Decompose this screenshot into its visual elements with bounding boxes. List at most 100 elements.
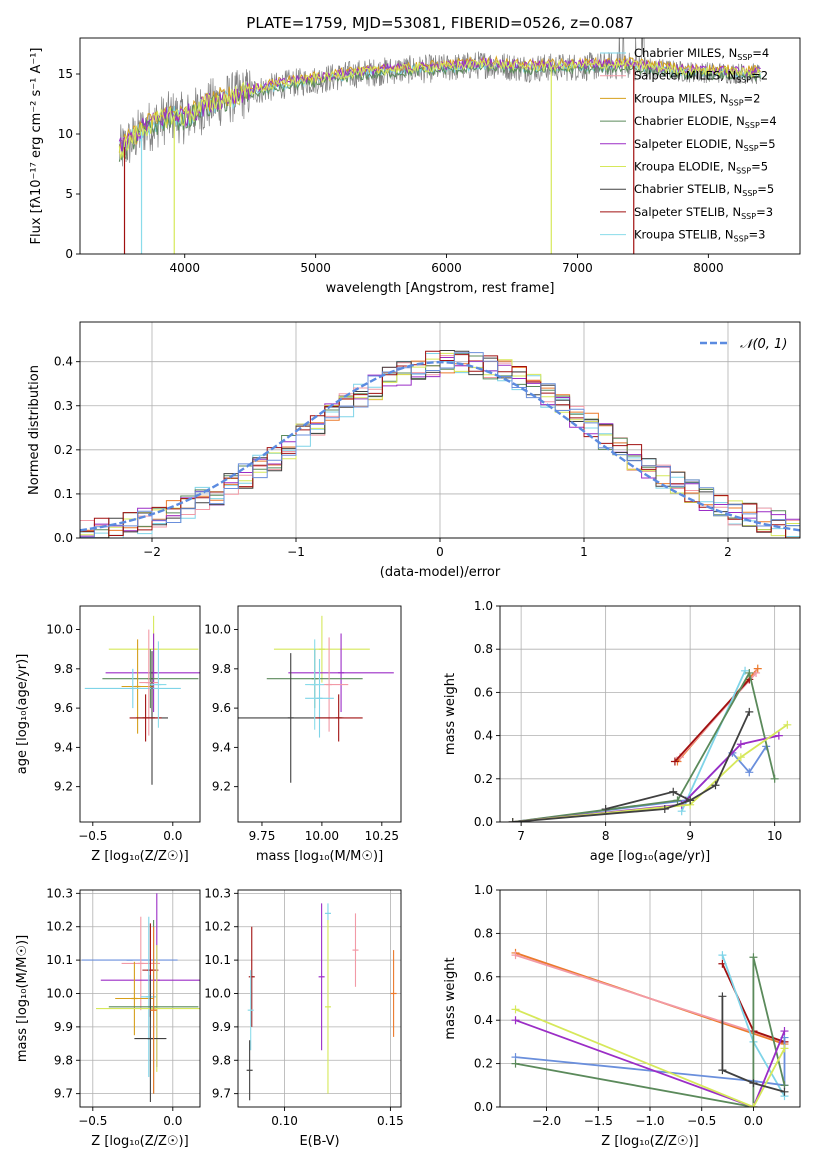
series-marker [774,731,783,740]
x-tick-label: 0.10 [271,1114,298,1128]
x-axis-label: (data-model)/error [380,565,501,580]
x-tick-label: 9 [686,829,694,843]
age-vs-mass-plot-area [238,615,394,783]
legend-entry: 𝒩(0, 1) [740,337,787,352]
x-axis-label: Z [log₁₀(Z/Z☉)] [91,849,188,864]
series-marker [780,1027,789,1036]
y-tick-label: 0.4 [474,1013,493,1027]
residuals-plot-area [80,350,800,538]
y-tick-label: 1.0 [474,599,493,613]
y-tick-label: 9.7 [212,1087,231,1101]
x-axis-label: Z [log₁₀(Z/Z☉)] [91,1134,188,1149]
series-marker [749,1103,758,1107]
y-tick-label: 15 [58,67,73,81]
y-tick-label: 10.2 [204,920,231,934]
y-tick-label: 0.8 [474,926,493,940]
y-tick-label: 0.2 [54,443,73,457]
series-marker [686,796,695,805]
x-tick-label: 7000 [562,261,593,275]
series-marker [669,787,678,796]
legend-entry: Salpeter STELIB, NSSP=3 [634,205,773,221]
x-tick-label: −2.0 [532,1114,561,1128]
axes-frame [237,605,402,823]
legend-entry: Kroupa STELIB, NSSP=3 [634,228,765,244]
x-tick-label: −1.5 [584,1114,613,1128]
legend-entry: Kroupa ELODIE, NSSP=5 [634,160,768,176]
y-tick-label: 9.8 [54,662,73,676]
legend-entry: Chabrier STELIB, NSSP=5 [634,182,774,198]
y-axis-label: Normed distribution [27,365,42,495]
y-tick-label: 0.2 [474,772,493,786]
series-marker [670,757,679,766]
weight-vs-Z-panel: −2.0 −1.5 −1.0 −0.5 0.0 0.0 0.2 0.4 0.6 0.8 1.0 Z [… [443,883,801,1149]
figure-title: PLATE=1759, MJD=53081, FIBERID=0526, z=0… [246,14,633,32]
legend-entry: Chabrier MILES, NSSP=4 [634,46,769,62]
series-marker [745,768,754,777]
series-marker [718,1066,727,1075]
x-tick-label: 2 [724,545,732,559]
y-tick-label: 10.3 [46,886,73,900]
x-axis-label: age [log₁₀(age/yr)] [590,849,711,864]
x-tick-label: 0 [436,545,444,559]
x-tick-label: 10 [767,829,782,843]
mass-vs-ebv-plot-area [246,903,397,1101]
series-line [721,996,785,1093]
x-tick-label: 9.75 [249,829,276,843]
y-tick-label: 10.1 [204,953,231,967]
series-marker [783,720,792,729]
y-tick-label: 9.6 [54,701,73,715]
series-line [680,670,746,812]
x-tick-label: 5000 [300,261,331,275]
x-tick-label: −1 [287,545,305,559]
legend-entry: Salpeter MILES, NSSP=2 [634,69,768,85]
axes-frame [237,889,402,1108]
axes-frame [79,37,801,255]
weight-vs-age-panel: 7 8 9 10 0.0 0.2 0.4 0.6 0.8 1.0 age [log₁₀(age/yr… [443,599,801,864]
x-axis-label: E(B-V) [299,1134,339,1149]
series-marker [673,796,682,805]
x-tick-label: −1.0 [635,1114,664,1128]
x-tick-label: 10.25 [365,829,399,843]
series-line [515,954,785,1043]
x-tick-label: 0.0 [163,829,182,843]
series-marker [511,1005,520,1014]
mass-vs-ebv-panel: 0.10 0.15 9.7 9.8 9.9 10.0 10.1 10.2 10.3 E(B-V) [204,886,403,1149]
y-tick-label: 9.9 [54,1020,73,1034]
series-line [515,957,786,1107]
x-tick-label: 10.00 [305,829,339,843]
y-tick-label: 9.4 [54,740,73,754]
series-marker [770,774,779,783]
series-marker [749,953,758,962]
age-vs-Z-panel: −0.5 0.0 9.2 9.4 9.6 9.8 10.0 Z [log₁₀(Z/Z☉)] ag… [15,605,201,864]
series-marker [601,805,610,814]
series-marker [741,666,750,675]
y-tick-label: 0.3 [54,399,73,413]
x-tick-label: 6000 [431,261,462,275]
y-tick-label: 1.0 [474,883,493,897]
y-tick-label: 10.0 [46,986,73,1000]
normal-curve [80,360,800,532]
y-axis-label: Flux [fλ10⁻¹⁷ erg cm⁻² s⁻¹ A⁻¹] [29,48,44,245]
y-tick-label: 0.6 [474,685,493,699]
series-marker [749,1079,758,1088]
y-tick-label: 9.8 [54,1053,73,1067]
legend-entry: Salpeter ELODIE, NSSP=5 [634,137,776,153]
histogram-series [80,352,800,538]
series-line [674,678,750,763]
mass-vs-Z-plot-area [81,893,200,1102]
model-line [118,61,762,162]
axes-frame [79,605,201,823]
series-marker [753,664,762,673]
series-marker [718,992,727,1001]
y-axis-label: mass weight [443,957,458,1039]
y-tick-label: 9.8 [212,1053,231,1067]
x-tick-label: −0.5 [78,1114,107,1128]
y-tick-label: 9.2 [54,780,73,794]
y-tick-label: 10 [58,127,73,141]
y-tick-label: 0.0 [54,531,73,545]
spectrum-panel: 4000 5000 6000 7000 8000 0 5 10 15 wavelength [An… [29,37,801,296]
x-tick-label: 0.0 [163,1114,182,1128]
y-tick-label: 10.0 [204,623,231,637]
